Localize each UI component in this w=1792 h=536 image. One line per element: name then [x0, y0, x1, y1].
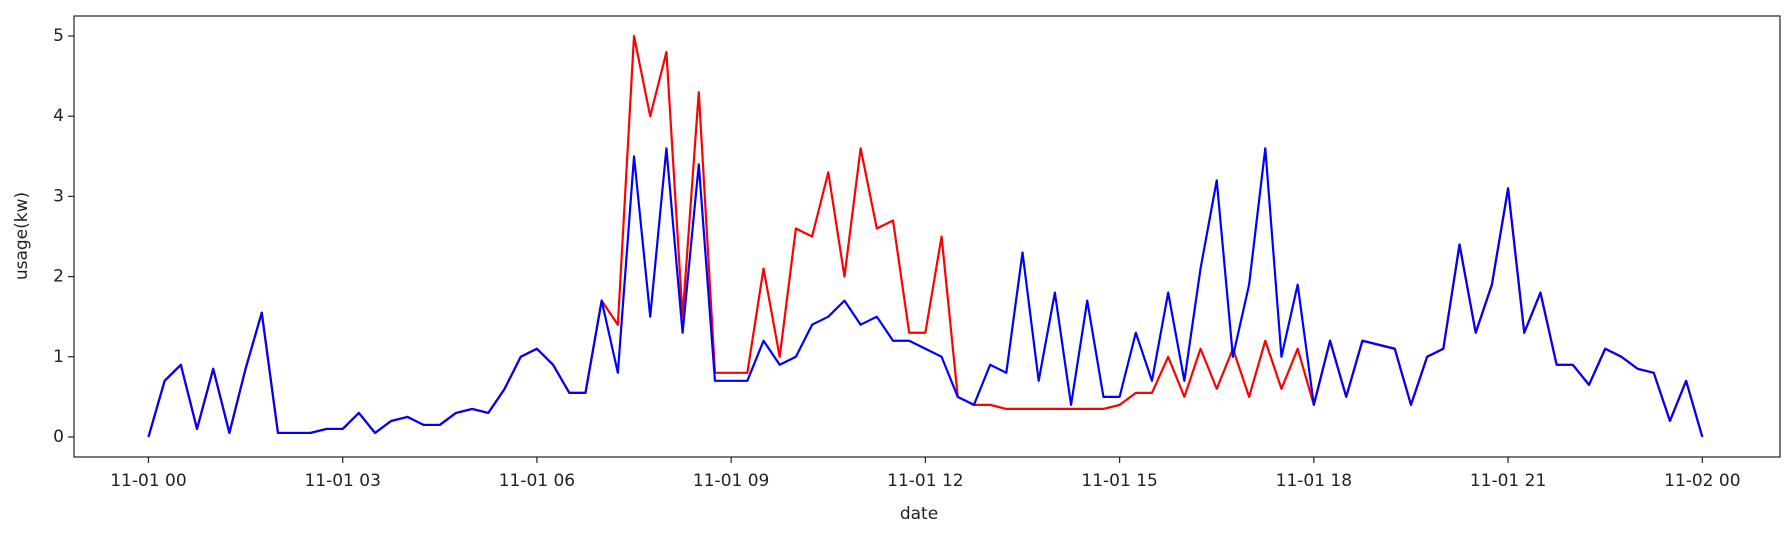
x-tick-label: 11-01 21: [1470, 471, 1546, 491]
y-tick-label: 4: [53, 106, 64, 126]
series-line: [147, 34, 1704, 438]
x-tick-label: 11-01 12: [887, 471, 963, 491]
x-tick-label: 11-01 06: [499, 471, 575, 491]
x-axis-label: date: [900, 504, 938, 524]
x-tick-label: 11-01 00: [110, 471, 186, 491]
x-tick-label: 11-01 09: [693, 471, 769, 491]
y-tick-label: 2: [53, 267, 64, 287]
x-tick-label: 11-01 18: [1276, 471, 1352, 491]
y-tick-label: 1: [53, 347, 64, 367]
y-tick-label: 3: [53, 186, 64, 206]
x-tick-label: 11-01 15: [1081, 471, 1157, 491]
x-tick-label: 11-02 00: [1664, 471, 1740, 491]
x-tick-label: 11-01 03: [304, 471, 380, 491]
plot-frame: [73, 15, 1781, 458]
y-tick-label: 5: [53, 26, 64, 46]
y-axis-label: usage(kw): [12, 192, 32, 280]
series-line: [147, 147, 1704, 438]
y-tick-label: 0: [53, 427, 64, 447]
